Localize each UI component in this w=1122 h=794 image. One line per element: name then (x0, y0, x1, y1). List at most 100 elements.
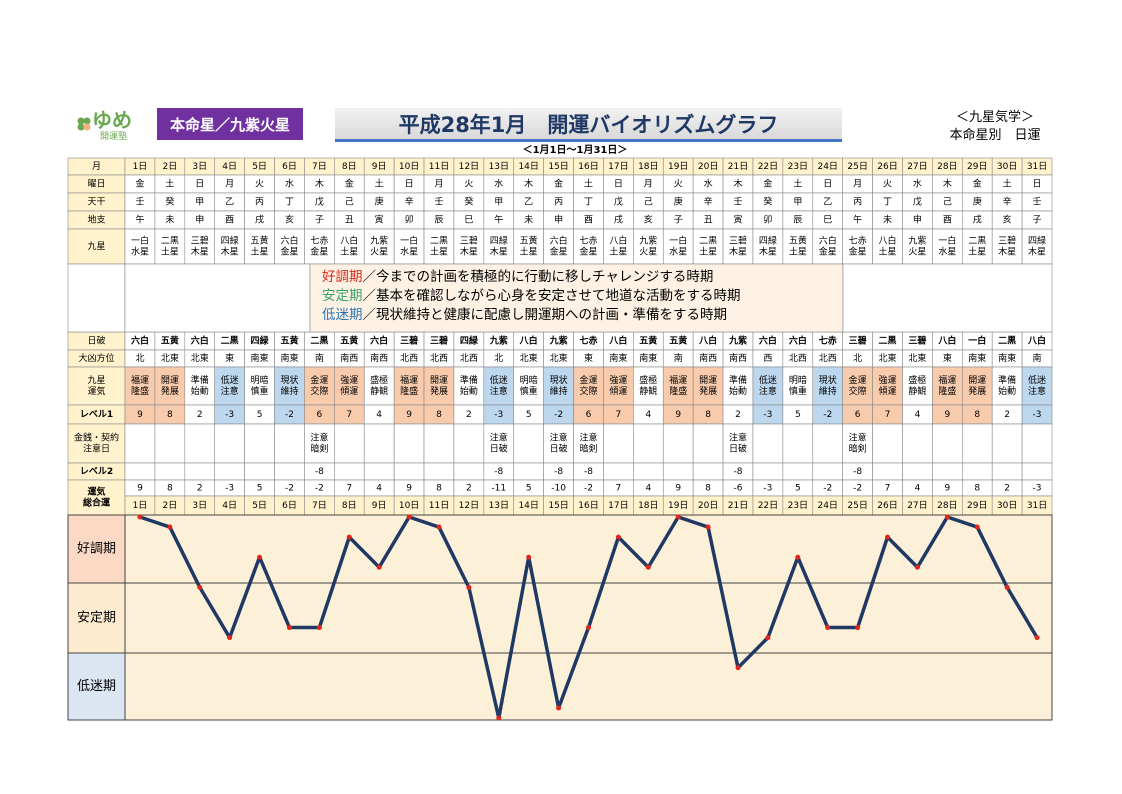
day_break-text: 九紫 (728, 335, 747, 347)
caution-note: 注意 (579, 432, 597, 444)
total-text: 9 (675, 484, 681, 494)
fortune-text: 盛極 (370, 374, 388, 386)
day_break-text: 三碧 (908, 335, 926, 347)
cell (334, 228, 365, 265)
days-text: 11日 (429, 500, 449, 511)
days-text: 11日 (429, 161, 449, 172)
total-text: -6 (734, 484, 743, 494)
cell (842, 263, 1053, 333)
band-label-cell (67, 652, 126, 721)
stars-text: 三碧 (460, 235, 478, 247)
total-text: 9 (137, 484, 143, 494)
days-text: 20日 (698, 500, 718, 511)
weekdays-text: 日 (195, 179, 204, 190)
fortune-text: 交際 (849, 385, 867, 397)
fortune-text: 発展 (430, 385, 448, 397)
cell (309, 263, 844, 333)
stars-text: 木星 (191, 246, 209, 258)
days-text: 3日 (192, 500, 207, 511)
level1-text: 2 (1004, 410, 1010, 420)
row-label: レベル2 (80, 466, 113, 477)
danger_dir-text: 北東 (191, 352, 209, 364)
danger_dir-text: 東 (943, 352, 952, 364)
stars-text: 八白 (879, 235, 897, 247)
cell (154, 228, 186, 265)
stars-text: 木星 (1028, 246, 1046, 258)
cell (274, 366, 305, 406)
days-text: 27日 (907, 161, 927, 172)
level1-text: 9 (406, 410, 412, 420)
cell (872, 423, 903, 464)
marker (376, 564, 382, 570)
caution-note: 注意 (490, 432, 508, 444)
stars-text: 八白 (340, 235, 358, 247)
caution-note: 日破 (550, 443, 568, 455)
stems-text: 癸 (464, 196, 473, 208)
branches-text: 未 (883, 214, 892, 226)
total-text: 7 (616, 484, 622, 494)
days-text: 1日 (133, 161, 148, 172)
fortune-text: 慎重 (789, 385, 807, 397)
cell (363, 366, 395, 406)
branches-text: 午 (135, 214, 144, 226)
caution-note: 日破 (729, 443, 747, 455)
weekdays-text: 土 (1003, 178, 1012, 190)
level1-text: 2 (466, 410, 472, 420)
marker (645, 564, 651, 570)
level1-text: 9 (137, 410, 143, 420)
cell (124, 423, 156, 464)
marker (855, 625, 861, 631)
branches-text: 酉 (584, 215, 593, 226)
stars-text: 水星 (400, 246, 418, 258)
total-text: 7 (346, 484, 352, 494)
fortune-text: 開運 (430, 375, 448, 386)
cell (334, 366, 365, 406)
total-text: 8 (705, 484, 711, 494)
marker (197, 584, 203, 590)
cell (453, 423, 485, 464)
fortune-text: 明暗 (251, 374, 269, 386)
cell (812, 228, 843, 265)
row-label: 金銭・契約 (74, 432, 119, 444)
danger_dir-text: 北東 (520, 352, 538, 364)
stems-text: 己 (644, 197, 653, 208)
fortune-text: 現状 (280, 374, 298, 386)
stars-text: 九紫 (370, 236, 388, 247)
weekdays-text: 水 (704, 178, 713, 190)
day_break-text: 四緑 (251, 335, 270, 347)
days-text: 1日 (133, 500, 148, 511)
stems-text: 丙 (853, 197, 862, 208)
stems-text: 乙 (524, 197, 533, 208)
stars-text: 土星 (879, 246, 897, 258)
cell (214, 423, 245, 464)
cell (274, 423, 305, 464)
weekdays-text: 金 (135, 178, 144, 190)
stars-text: 金星 (310, 246, 328, 258)
danger_dir-text: 南東 (251, 352, 269, 364)
cell (423, 462, 455, 481)
stars-text: 五黄 (251, 235, 269, 247)
days-text: 6日 (282, 161, 297, 172)
fortune-text: 明暗 (520, 374, 538, 386)
stars-text: 土星 (968, 246, 986, 258)
weekdays-text: 金 (763, 178, 772, 190)
legend-item: 低迷期／現状維持と健康に配慮し開運期への計画・準備をする時期 (322, 306, 741, 325)
marker (496, 715, 502, 721)
cell (393, 462, 425, 481)
danger_dir-text: 北 (494, 353, 503, 364)
fortune-text: 福運 (669, 374, 687, 386)
days-text: 29日 (967, 161, 987, 172)
stars-text: 木星 (759, 246, 777, 258)
total-text: 2 (466, 484, 472, 494)
stars-text: 土星 (520, 246, 538, 258)
stars-text: 三碧 (191, 235, 209, 247)
level2-text: -8 (734, 467, 743, 477)
fortune-text: 福運 (131, 374, 149, 386)
danger_dir-text: 北 (135, 353, 144, 364)
cell (722, 366, 754, 406)
stems-text: 己 (345, 197, 354, 208)
fortune-text: 注意 (759, 385, 777, 397)
marker (885, 534, 891, 540)
days-text: 2日 (162, 500, 177, 511)
